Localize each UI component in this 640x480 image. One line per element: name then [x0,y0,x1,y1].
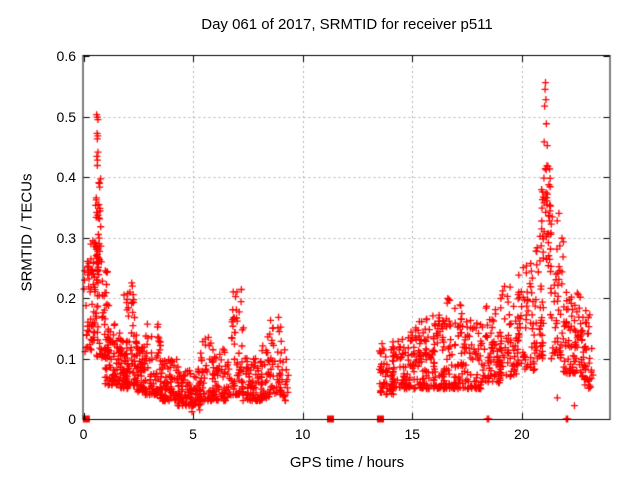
y-tick-label-05: 0.5 [56,108,76,125]
y-tick-label-01: 0.1 [56,350,76,367]
y-tick-label-0: 0 [68,411,76,427]
x-tick-label-20: 20 [514,426,530,442]
y-tick-label-03: 0.3 [56,229,76,246]
y-axis-label: SRMTID / TECUs [18,173,36,292]
x-axis-label: GPS time / hours [289,454,405,471]
x-tick-label-5: 5 [189,426,197,442]
y-tick-label-04: 0.4 [56,169,76,185]
x-tick-label-10: 10 [294,426,311,442]
y-tick-label-06: 0.6 [56,48,76,64]
x-tick-label-15: 15 [404,426,421,442]
chart-title: Day 061 of 2017, SRMTID for receiver p51… [201,16,493,33]
x-tick-label-0: 0 [79,426,88,442]
y-tick-label-02: 0.2 [56,290,76,306]
